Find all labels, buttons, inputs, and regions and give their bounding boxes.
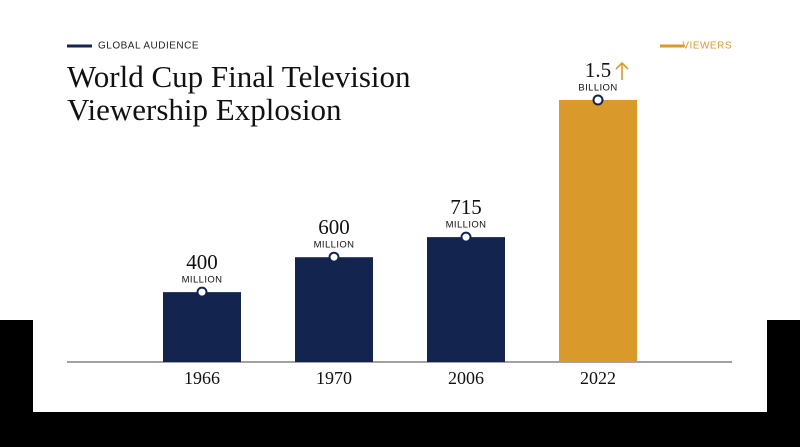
value-unit: MILLION bbox=[446, 220, 487, 231]
chart-title: Viewership Explosion bbox=[67, 92, 342, 127]
card bbox=[33, 300, 767, 412]
value-label: 400 bbox=[186, 250, 218, 274]
up-arrow bbox=[615, 61, 629, 80]
value-unit: MILLION bbox=[182, 275, 223, 286]
bar bbox=[427, 237, 505, 362]
value-label: 715 bbox=[450, 195, 482, 219]
bar bbox=[559, 100, 637, 362]
value-label: 1.5 bbox=[585, 58, 611, 82]
value-unit: BILLION bbox=[578, 83, 617, 94]
legend-label: VIEWERS bbox=[682, 41, 732, 52]
x-tick-label: 1970 bbox=[316, 368, 352, 388]
background bbox=[0, 0, 800, 320]
value-label: 600 bbox=[318, 215, 350, 239]
legend-label: GLOBAL AUDIENCE bbox=[98, 41, 199, 52]
bar-marker bbox=[196, 286, 208, 298]
bar bbox=[295, 257, 373, 362]
bar-marker bbox=[328, 251, 340, 263]
chart-title: World Cup Final Television bbox=[67, 59, 411, 94]
value-unit: MILLION bbox=[314, 240, 355, 251]
x-tick-label: 1966 bbox=[184, 368, 220, 388]
x-tick-label: 2006 bbox=[448, 368, 484, 388]
bar-marker bbox=[592, 94, 604, 106]
x-tick-label: 2022 bbox=[580, 368, 616, 388]
bar bbox=[163, 292, 241, 362]
bar-marker bbox=[460, 231, 472, 243]
